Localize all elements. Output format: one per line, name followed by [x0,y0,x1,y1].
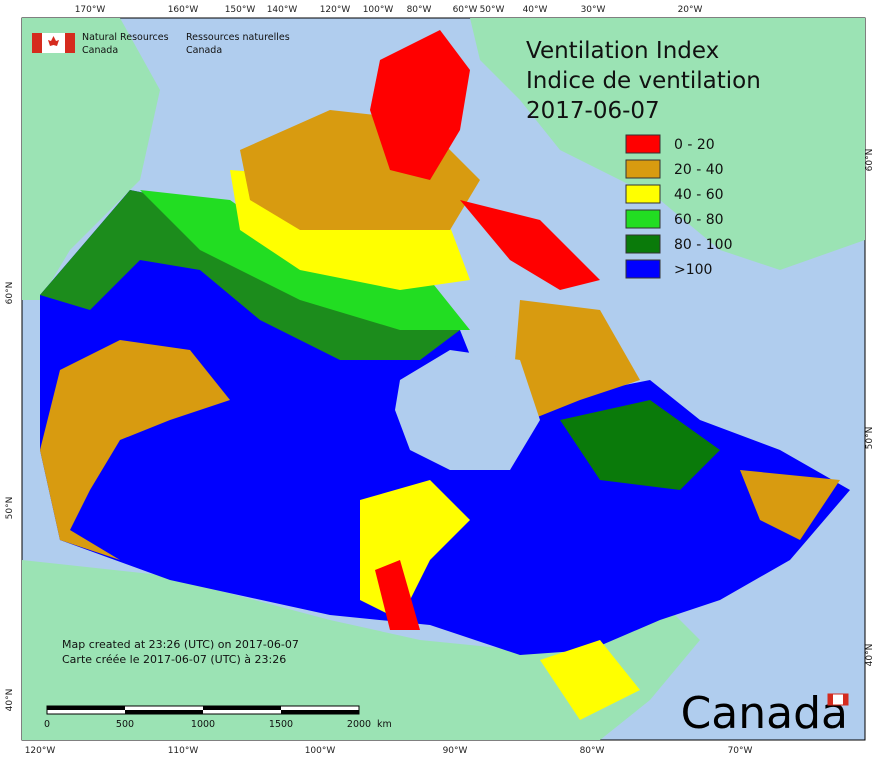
longitude-label: 100°W [305,746,336,756]
wordmark-flag [843,694,848,705]
legend-swatch [625,259,661,279]
longitude-label: 30°W [581,5,606,15]
scale-label: 1500 [269,719,293,730]
longitude-label: 80°W [407,5,432,15]
latitude-label: 40°N [865,644,875,667]
longitude-label: 120°W [320,5,351,15]
title: 2017-06-07 [526,98,660,124]
legend-label: 80 - 100 [674,237,733,253]
longitude-label: 50°W [480,5,505,15]
legend-label: 40 - 60 [674,187,724,203]
usa [22,560,700,740]
legend-label: 60 - 80 [674,212,724,228]
latitude-label: 60°N [865,149,875,172]
agency-en: Canada [82,45,118,56]
scale-bar-segment [47,706,125,710]
longitude-label: 70°W [728,746,753,756]
longitude-label: 20°W [678,5,703,15]
latitude-label: 60°N [5,282,15,305]
scale-bar: 0 500 1000 1500 2000 km [44,705,392,730]
hudson-bay [395,350,540,470]
longitude-label: 100°W [363,5,394,15]
zone-20-40 [740,470,840,540]
longitude-label: 90°W [443,746,468,756]
zone-0-20 [375,560,420,630]
longitude-label: 60°W [453,5,478,15]
longitude-label: 120°W [25,746,56,756]
flag-bar [32,33,42,53]
agency-fr: Canada [186,45,222,56]
zone-80-100 [560,400,720,490]
wordmark-flag [828,694,833,705]
scale-bar-segment [281,710,359,714]
zone-0-20 [370,30,470,180]
longitude-label: 160°W [168,5,199,15]
legend-swatch [625,134,661,154]
scale-label: 2000 [347,719,371,730]
longitude-label: 140°W [267,5,298,15]
latitude-label: 40°N [5,689,15,712]
longitude-label: 40°W [523,5,548,15]
zone-0-20 [460,200,600,290]
legend-label: 0 - 20 [674,137,715,153]
legend-label: >100 [674,262,712,278]
maple-leaf [48,36,59,46]
agency-fr: Ressources naturelles [186,32,290,43]
flag-bar [65,33,75,53]
scale-label: 500 [116,719,134,730]
graticule-labels: 170°W 160°W 150°W 140°W 120°W 100°W 80°W 60°W 50… [5,5,875,756]
legend-label: 20 - 40 [674,162,724,178]
scale-unit: km [377,719,392,730]
zone-40-60 [540,640,640,720]
alaska [22,18,160,300]
longitude-label: 170°W [75,5,106,15]
legend-swatch [625,234,661,254]
latitude-label: 50°N [5,497,15,520]
legend-swatch [625,184,661,204]
greenland [470,18,865,270]
legend-swatch [625,159,661,179]
scale-bar-segment [125,710,203,714]
longitude-label: 80°W [580,746,605,756]
scale-label: 1000 [191,719,215,730]
zone-20-40 [515,300,640,420]
legend-swatch [625,209,661,229]
title: Ventilation Index [526,38,719,64]
legend: 0 - 20 20 - 40 40 - 60 60 - 80 80 - 100 >100 [625,134,733,279]
agency-en: Natural Resources [82,32,169,43]
title: Indice de ventilation [526,68,761,94]
scale-bar-segment [203,706,281,710]
latitude-label: 50°N [865,427,875,450]
scale-label: 0 [44,719,50,730]
longitude-label: 110°W [168,746,199,756]
zone-20-40 [40,340,230,560]
longitude-label: 150°W [225,5,256,15]
footnote: Map created at 23:26 (UTC) on 2017-06-07 [62,638,299,651]
footnote: Carte créée le 2017-06-07 (UTC) à 23:26 [62,653,286,666]
wordmark: Canada [681,688,848,739]
